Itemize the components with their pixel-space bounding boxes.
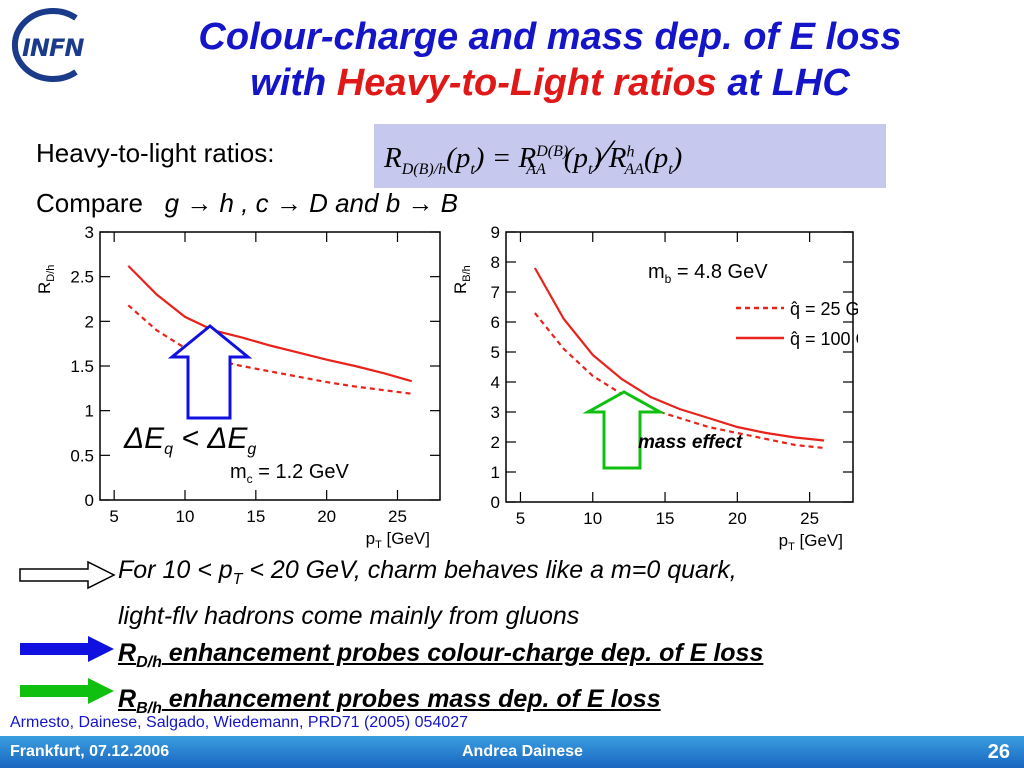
y-tick-label: 3 (491, 403, 500, 422)
chart-rdh: 5 10 15 20 25 0 0.5 1 1.5 2 2.5 3 pT [GeV] RD/h mc = 1… (35, 223, 441, 551)
footer-bar: Frankfurt, 07.12.2006 Andrea Dainese 26 (0, 736, 1024, 768)
y-tick-label: 2.5 (70, 268, 94, 287)
y-tick-label: 0.5 (70, 446, 94, 465)
footer-author: Andrea Dainese (462, 743, 583, 760)
y-tick-label: 0 (85, 491, 94, 510)
bullet-2: light-flv hadrons come mainly from gluon… (118, 602, 580, 630)
y-axis-label: RD/h (35, 265, 57, 294)
title-line-1: Colour-charge and mass dep. of E loss (198, 16, 902, 58)
infn-logo-text: INFN (22, 34, 84, 62)
y-tick-label: 8 (491, 253, 500, 272)
y-tick-label: 9 (491, 223, 500, 242)
infn-logo-icon (11, 8, 78, 82)
x-tick-label: 5 (516, 509, 525, 528)
series-line-dashed (127, 304, 412, 395)
y-tick-label: 2 (491, 433, 500, 452)
y-tick-label: 0 (491, 493, 500, 512)
x-tick-label: 25 (800, 509, 819, 528)
bullet-4: RB/h enhancement probes mass dep. of E l… (118, 685, 661, 717)
ratio-formula: RD(B)/h(pt) = RD(B)AA (pt)⁄RhAA(pt) (384, 131, 683, 178)
legend-entry: q̂ = 25 GeV²/fm (790, 299, 858, 319)
y-tick-label: 1 (85, 402, 94, 421)
legend-entry: q̂ = 100 GeV²/fm (790, 329, 858, 349)
bullet-list: For 10 < pT < 20 GeV, charm behaves like… (118, 552, 1008, 727)
x-tick-label: 20 (728, 509, 747, 528)
blue-arrow-icon (20, 636, 114, 662)
y-tick-label: 1 (491, 463, 500, 482)
x-tick-label: 20 (317, 507, 336, 526)
y-tick-label: 6 (491, 313, 500, 332)
chart-rbh: 5 10 15 20 25 0 1 2 3 4 5 6 7 8 9 pT [GeV] RB/h mb = 4.8 … (451, 223, 858, 553)
mass-effect-label: mass effect (638, 432, 743, 453)
green-arrow-icon (20, 678, 114, 704)
green-hollow-arrow-icon (582, 390, 666, 470)
series-line-solid (127, 265, 413, 383)
reference-citation: Armesto, Dainese, Salgado, Wiedemann, PR… (10, 714, 469, 731)
compare-line: Compare g → h , c → D and b → B (36, 188, 458, 218)
footer-location-date: Frankfurt, 07.12.2006 (10, 743, 170, 760)
y-tick-label: 4 (491, 373, 500, 392)
y-tick-label: 7 (491, 283, 500, 302)
x-tick-label: 10 (176, 507, 195, 526)
title-highlight: Heavy-to-Light ratios (336, 62, 717, 104)
slide-title: Colour-charge and mass dep. of E loss wi… (90, 14, 1010, 106)
series-line-solid (533, 267, 825, 442)
mass-annotation: mc = 1.2 GeV (230, 461, 350, 486)
formula-box (374, 124, 886, 188)
x-tick-label: 15 (246, 507, 265, 526)
blue-hollow-arrow-icon (167, 324, 253, 420)
bullet-3: RD/h enhancement probes colour-charge de… (118, 639, 764, 671)
title-line-2: with Heavy-to-Light ratios at LHC (250, 62, 850, 104)
x-tick-label: 5 (109, 507, 118, 526)
x-axis-label: pT [GeV] (366, 529, 430, 551)
page-number: 26 (987, 741, 1010, 763)
plot-frame (505, 231, 854, 503)
y-tick-label: 3 (85, 223, 94, 242)
x-tick-label: 10 (583, 509, 602, 528)
ratios-label: Heavy-to-light ratios: (36, 138, 275, 168)
x-tick-label: 15 (656, 509, 675, 528)
mass-annotation: mb = 4.8 GeV (648, 261, 768, 286)
y-tick-label: 1.5 (70, 357, 94, 376)
energy-loss-label: ΔEq < ΔEg (123, 422, 256, 458)
y-tick-label: 2 (85, 312, 94, 331)
y-axis-label: RB/h (451, 265, 473, 294)
hollow-arrow-icon (19, 560, 116, 590)
series-line-dashed (534, 312, 825, 450)
y-tick-label: 5 (491, 343, 500, 362)
bullet-1: For 10 < pT < 20 GeV, charm behaves like… (118, 556, 737, 588)
x-axis-label: pT [GeV] (779, 531, 843, 553)
plot-frame (99, 231, 441, 501)
x-tick-label: 25 (388, 507, 407, 526)
